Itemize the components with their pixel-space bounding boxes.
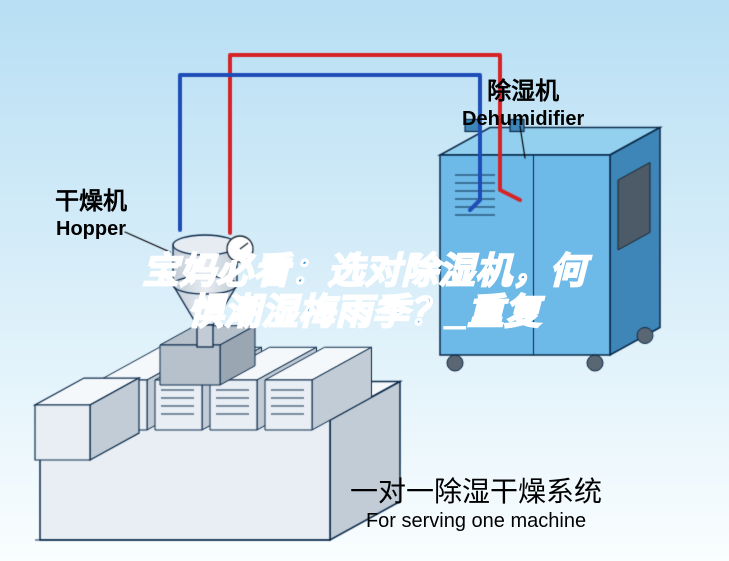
dehumidifier-label: 除湿机 Dehumidifier [462, 78, 584, 131]
hopper-label: 干燥机 Hopper [55, 188, 127, 241]
hopper-label-cn: 干燥机 [55, 188, 127, 217]
hopper-label-en: Hopper [55, 217, 127, 241]
subtitle-label: 一对一除湿干燥系统 For serving one machine [350, 475, 602, 533]
dehumidifier-label-en: Dehumidifier [462, 107, 584, 131]
subtitle-cn: 一对一除湿干燥系统 [350, 475, 602, 509]
banner-overlay-text: 宝妈必看：选对除湿机，何 惧潮湿梅雨季？_重复 [0, 250, 729, 333]
dehumidifier-label-cn: 除湿机 [462, 78, 584, 107]
subtitle-en: For serving one machine [350, 509, 602, 533]
